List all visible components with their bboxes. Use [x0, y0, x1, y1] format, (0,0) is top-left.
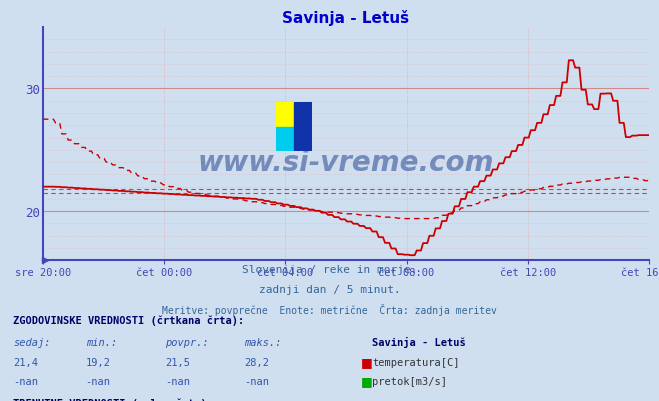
- Text: -nan: -nan: [13, 376, 38, 386]
- Text: Slovenija / reke in morje.: Slovenija / reke in morje.: [242, 265, 417, 275]
- Polygon shape: [276, 127, 312, 151]
- Polygon shape: [295, 103, 312, 151]
- Text: Savinja - Letuš: Savinja - Letuš: [372, 336, 466, 347]
- Text: 21,4: 21,4: [13, 357, 38, 367]
- Text: pretok[m3/s]: pretok[m3/s]: [372, 376, 447, 386]
- Text: 21,5: 21,5: [165, 357, 190, 367]
- Text: ■: ■: [361, 355, 373, 368]
- Text: 28,2: 28,2: [244, 357, 269, 367]
- Text: zadnji dan / 5 minut.: zadnji dan / 5 minut.: [258, 285, 401, 295]
- Text: Meritve: povprečne  Enote: metrične  Črta: zadnja meritev: Meritve: povprečne Enote: metrične Črta:…: [162, 303, 497, 315]
- Text: 19,2: 19,2: [86, 357, 111, 367]
- Text: -nan: -nan: [244, 376, 269, 386]
- Polygon shape: [276, 103, 312, 127]
- Text: -nan: -nan: [165, 376, 190, 386]
- Text: TRENUTNE VREDNOSTI (polna črta):: TRENUTNE VREDNOSTI (polna črta):: [13, 397, 213, 401]
- Text: temperatura[C]: temperatura[C]: [372, 357, 460, 367]
- Title: Savinja - Letuš: Savinja - Letuš: [283, 10, 409, 26]
- Text: povpr.:: povpr.:: [165, 337, 208, 347]
- Text: www.si-vreme.com: www.si-vreme.com: [198, 149, 494, 177]
- Text: ■: ■: [361, 374, 373, 387]
- Text: maks.:: maks.:: [244, 337, 281, 347]
- Text: ZGODOVINSKE VREDNOSTI (črtkana črta):: ZGODOVINSKE VREDNOSTI (črtkana črta):: [13, 314, 244, 325]
- Text: min.:: min.:: [86, 337, 117, 347]
- Text: sedaj:: sedaj:: [13, 337, 51, 347]
- Text: -nan: -nan: [86, 376, 111, 386]
